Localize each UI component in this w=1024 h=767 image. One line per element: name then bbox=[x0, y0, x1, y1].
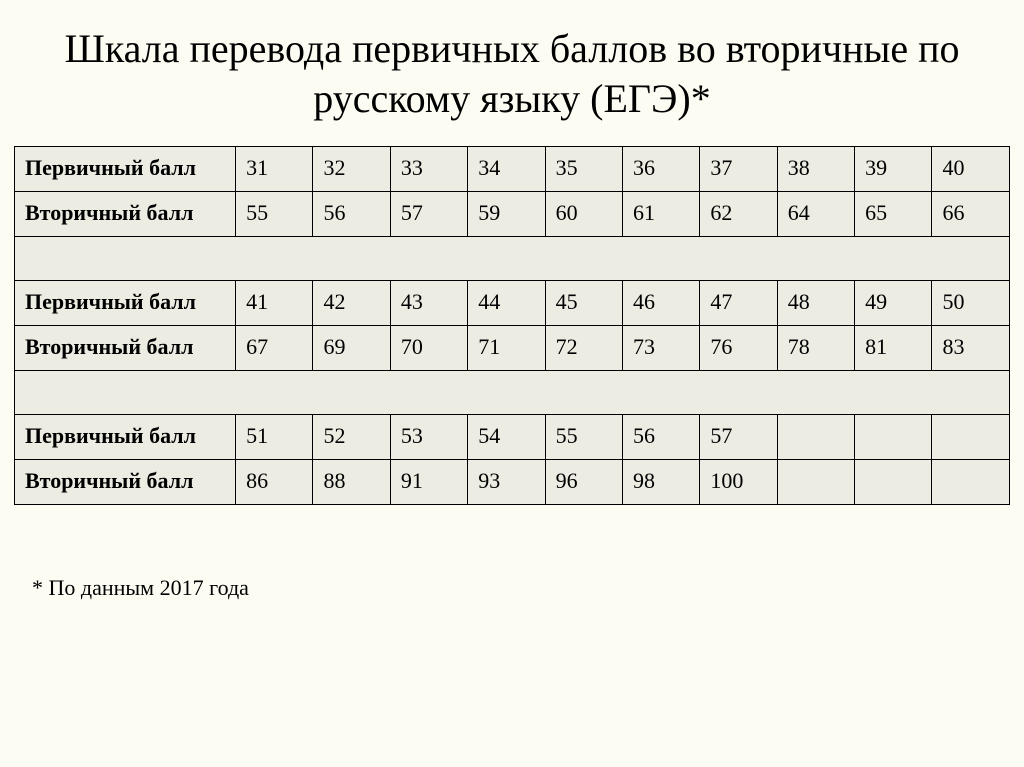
primary-cell: 46 bbox=[622, 281, 699, 326]
primary-cell: 52 bbox=[313, 415, 390, 460]
secondary-cell: 88 bbox=[313, 460, 390, 505]
spacer-row bbox=[15, 371, 1010, 415]
primary-cell: 37 bbox=[700, 147, 777, 192]
primary-cell: 43 bbox=[390, 281, 467, 326]
spacer-row bbox=[15, 237, 1010, 281]
primary-cell bbox=[855, 415, 932, 460]
primary-cell: 35 bbox=[545, 147, 622, 192]
primary-cell: 54 bbox=[468, 415, 545, 460]
secondary-cell: 83 bbox=[932, 326, 1010, 371]
secondary-cell: 56 bbox=[313, 192, 390, 237]
secondary-cell bbox=[777, 460, 854, 505]
secondary-cell: 65 bbox=[855, 192, 932, 237]
secondary-cell: 73 bbox=[622, 326, 699, 371]
secondary-cell: 86 bbox=[236, 460, 313, 505]
secondary-cell: 67 bbox=[236, 326, 313, 371]
row-label-primary: Первичный балл bbox=[15, 415, 236, 460]
secondary-cell: 72 bbox=[545, 326, 622, 371]
secondary-cell: 69 bbox=[313, 326, 390, 371]
secondary-cell: 66 bbox=[932, 192, 1010, 237]
secondary-cell: 98 bbox=[622, 460, 699, 505]
primary-cell: 33 bbox=[390, 147, 467, 192]
primary-cell: 38 bbox=[777, 147, 854, 192]
primary-cell: 45 bbox=[545, 281, 622, 326]
primary-cell: 50 bbox=[932, 281, 1010, 326]
secondary-cell bbox=[855, 460, 932, 505]
secondary-cell: 76 bbox=[700, 326, 777, 371]
secondary-cell: 61 bbox=[622, 192, 699, 237]
secondary-cell: 91 bbox=[390, 460, 467, 505]
secondary-cell: 100 bbox=[700, 460, 777, 505]
primary-cell: 36 bbox=[622, 147, 699, 192]
primary-cell: 34 bbox=[468, 147, 545, 192]
row-label-primary: Первичный балл bbox=[15, 281, 236, 326]
primary-cell: 56 bbox=[622, 415, 699, 460]
secondary-cell: 64 bbox=[777, 192, 854, 237]
secondary-cell: 70 bbox=[390, 326, 467, 371]
footnote: * По данным 2017 года bbox=[14, 575, 1010, 601]
secondary-cell: 60 bbox=[545, 192, 622, 237]
page-title: Шкала перевода первичных баллов во втори… bbox=[14, 24, 1010, 124]
primary-cell: 32 bbox=[313, 147, 390, 192]
primary-cell bbox=[777, 415, 854, 460]
primary-cell: 47 bbox=[700, 281, 777, 326]
primary-cell: 31 bbox=[236, 147, 313, 192]
primary-cell: 41 bbox=[236, 281, 313, 326]
primary-cell: 49 bbox=[855, 281, 932, 326]
row-label-primary: Первичный балл bbox=[15, 147, 236, 192]
primary-cell: 51 bbox=[236, 415, 313, 460]
secondary-cell: 93 bbox=[468, 460, 545, 505]
secondary-cell: 81 bbox=[855, 326, 932, 371]
secondary-cell bbox=[932, 460, 1010, 505]
secondary-cell: 59 bbox=[468, 192, 545, 237]
primary-cell: 40 bbox=[932, 147, 1010, 192]
primary-cell: 48 bbox=[777, 281, 854, 326]
score-table: Первичный балл31323334353637383940Вторич… bbox=[14, 146, 1010, 505]
secondary-cell: 78 bbox=[777, 326, 854, 371]
row-label-secondary: Вторичный балл bbox=[15, 192, 236, 237]
secondary-cell: 55 bbox=[236, 192, 313, 237]
secondary-cell: 96 bbox=[545, 460, 622, 505]
row-label-secondary: Вторичный балл bbox=[15, 460, 236, 505]
secondary-cell: 71 bbox=[468, 326, 545, 371]
secondary-cell: 62 bbox=[700, 192, 777, 237]
primary-cell: 55 bbox=[545, 415, 622, 460]
primary-cell: 44 bbox=[468, 281, 545, 326]
secondary-cell: 57 bbox=[390, 192, 467, 237]
primary-cell: 42 bbox=[313, 281, 390, 326]
primary-cell bbox=[932, 415, 1010, 460]
primary-cell: 57 bbox=[700, 415, 777, 460]
primary-cell: 53 bbox=[390, 415, 467, 460]
row-label-secondary: Вторичный балл bbox=[15, 326, 236, 371]
primary-cell: 39 bbox=[855, 147, 932, 192]
